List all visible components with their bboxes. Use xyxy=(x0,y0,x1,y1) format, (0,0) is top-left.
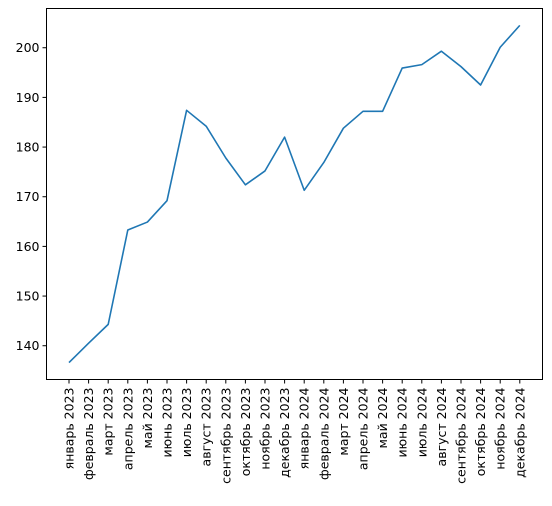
x-tick-label: август 2023 xyxy=(199,388,214,467)
x-tick-label: июль 2024 xyxy=(414,387,429,457)
x-tick-label: май 2023 xyxy=(140,388,155,449)
series-line xyxy=(68,24,521,364)
y-axis: 140 150 160 170 180 190 200 xyxy=(16,40,47,353)
x-tick-label: июнь 2024 xyxy=(395,387,410,457)
x-tick-label: апрель 2024 xyxy=(356,387,371,470)
y-tick-label: 140 xyxy=(16,338,40,353)
series-layer xyxy=(68,24,521,364)
x-tick-label: август 2024 xyxy=(434,387,449,466)
y-tick-label: 190 xyxy=(16,90,40,105)
x-tick-label: март 2023 xyxy=(101,388,116,456)
x-tick-label: январь 2024 xyxy=(297,387,312,469)
x-tick-label: октябрь 2024 xyxy=(473,387,488,476)
y-tick-label: 170 xyxy=(16,189,40,204)
x-tick-label: сентябрь 2024 xyxy=(454,387,469,483)
y-tick-label: 150 xyxy=(16,289,40,304)
x-tick-label: апрель 2023 xyxy=(120,388,135,471)
x-tick-label: февраль 2024 xyxy=(316,387,331,480)
x-tick-label: февраль 2023 xyxy=(81,388,96,480)
x-tick-label: октябрь 2023 xyxy=(238,388,253,477)
x-tick-label: сентябрь 2023 xyxy=(218,388,233,484)
x-tick-label: май 2024 xyxy=(375,387,390,448)
y-tick-label: 180 xyxy=(16,140,40,155)
x-tick-label: июнь 2023 xyxy=(160,388,175,458)
plot-frame xyxy=(46,8,543,380)
x-tick-label: декабрь 2024 xyxy=(512,387,527,477)
x-tick-label: декабрь 2023 xyxy=(277,388,292,478)
x-tick-label: ноябрь 2023 xyxy=(258,388,273,470)
y-tick-label: 200 xyxy=(16,40,40,55)
y-tick-label: 160 xyxy=(16,239,40,254)
x-tick-label: июль 2023 xyxy=(179,388,194,458)
x-tick-label: январь 2023 xyxy=(62,388,77,470)
x-tick-label: март 2024 xyxy=(336,387,351,455)
x-tick-label: ноябрь 2024 xyxy=(493,387,508,469)
x-axis: январь 2023 февраль 2023 март 2023 апрель 2… xyxy=(62,379,527,484)
